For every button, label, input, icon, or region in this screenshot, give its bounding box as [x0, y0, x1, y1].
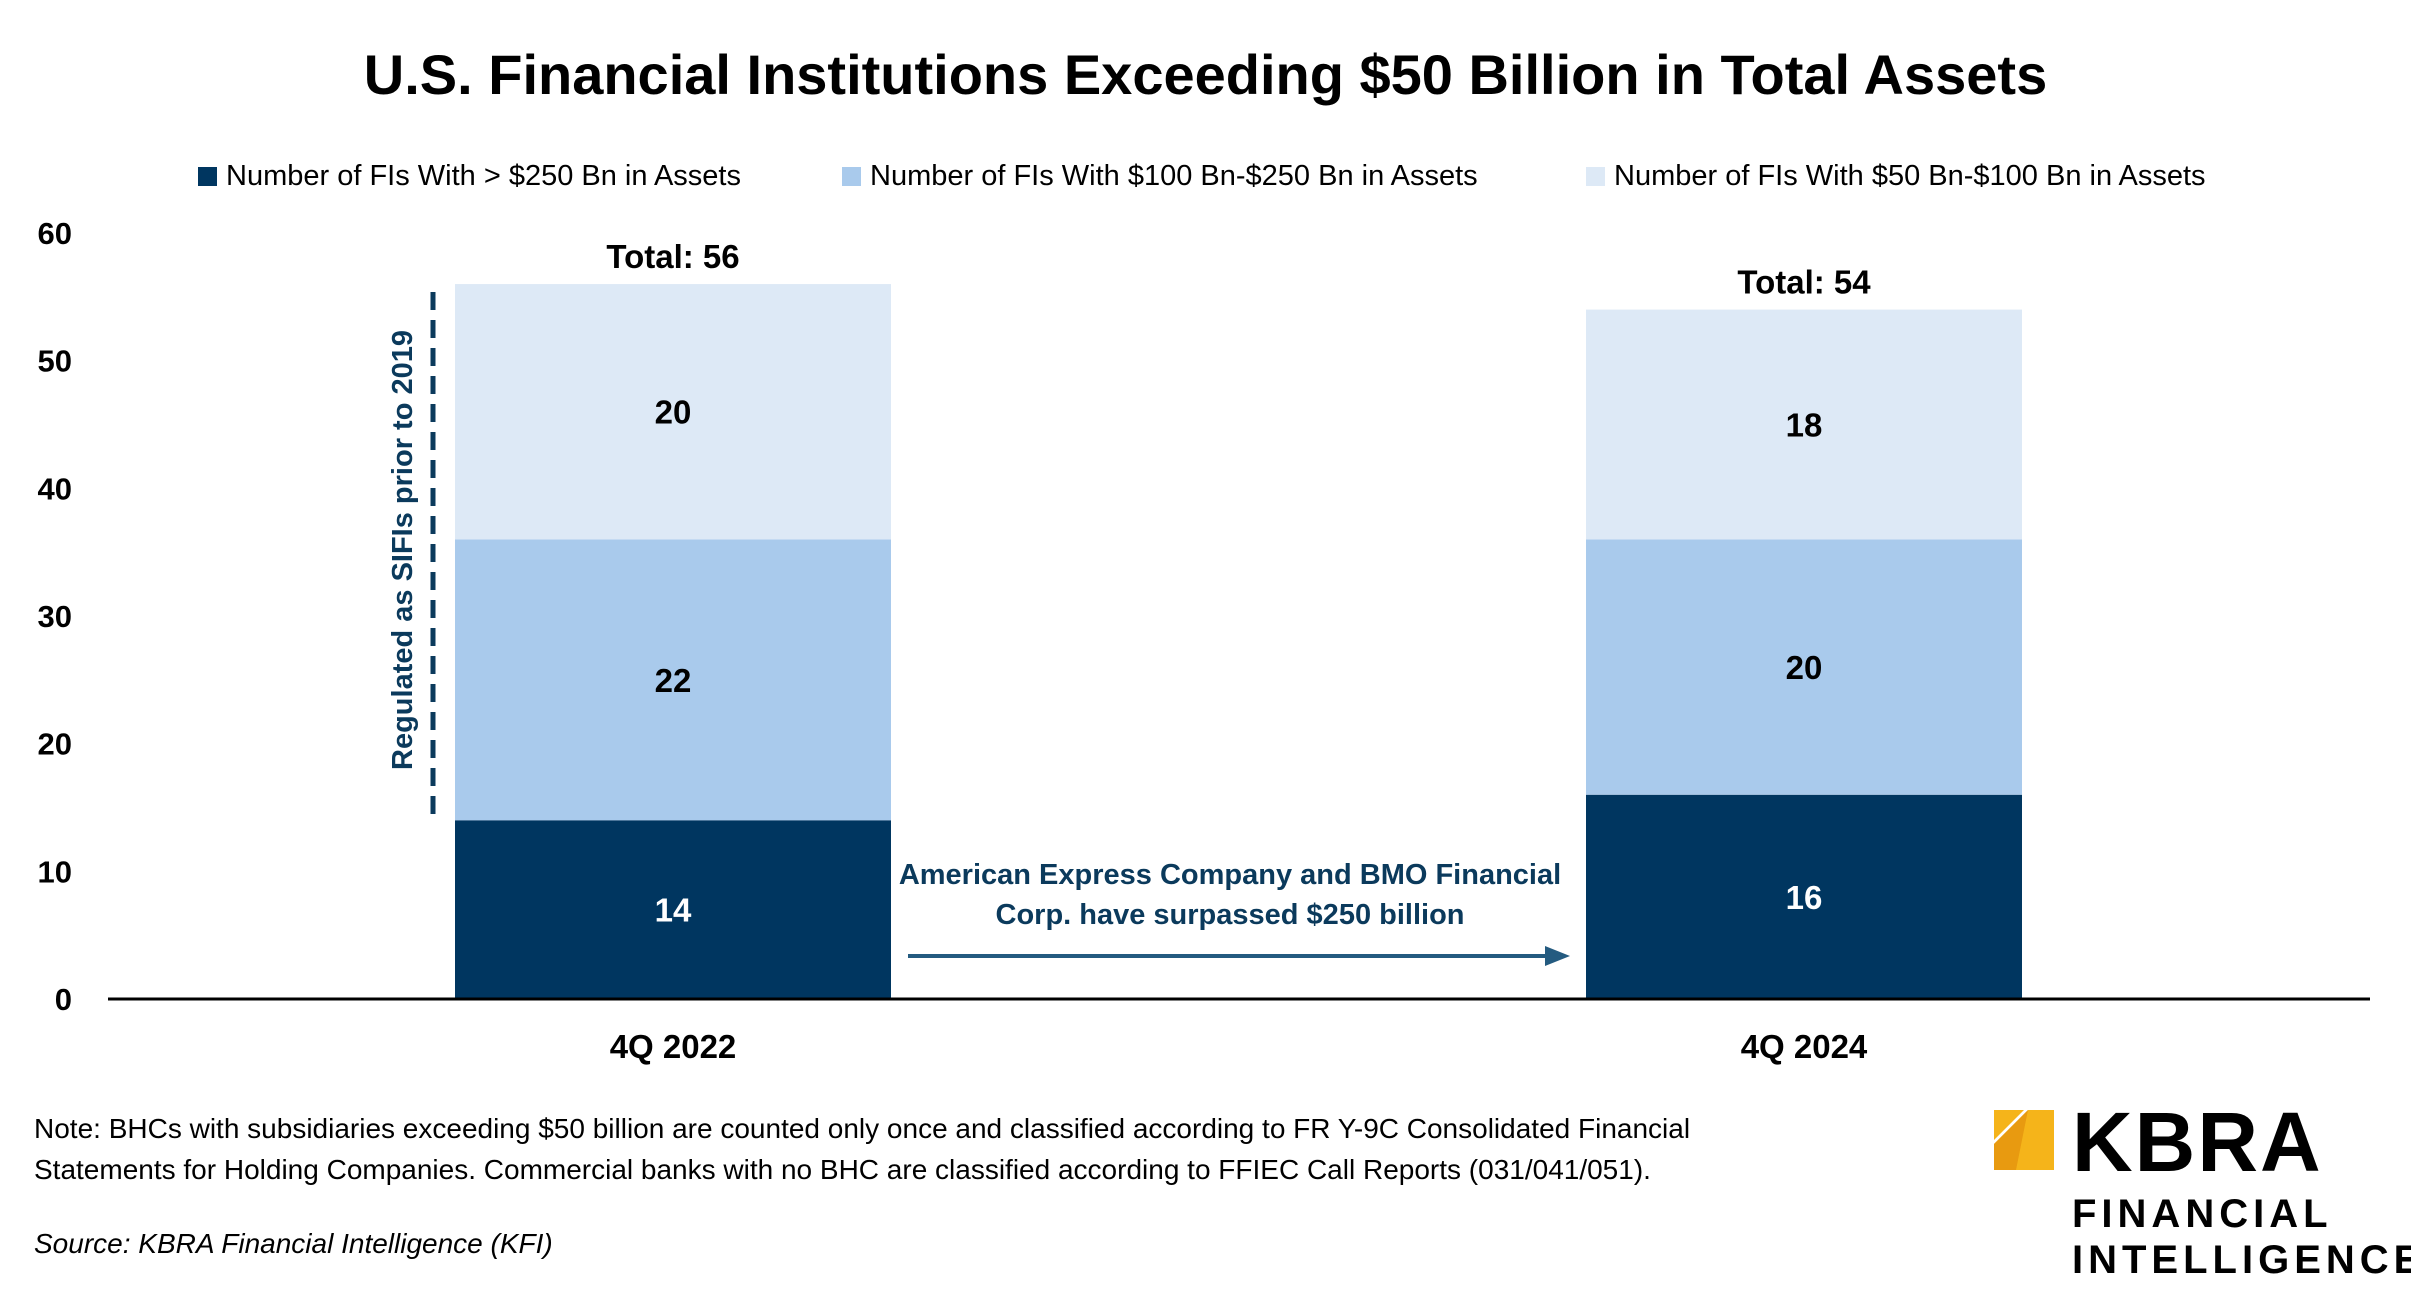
- y-tick-label-60: 60: [38, 216, 72, 251]
- category-label-1: 4Q 2024: [1741, 1028, 1868, 1065]
- data-label-1-2: 18: [1786, 407, 1823, 444]
- bar-segment-1-0: [1586, 794, 2022, 999]
- y-tick-label-0: 0: [55, 982, 72, 1017]
- data-label-0-1: 22: [655, 662, 692, 699]
- legend-item-100-250: Number of FIs With $100 Bn-$250 Bn in As…: [842, 160, 1478, 193]
- chart-title: U.S. Financial Institutions Exceeding $5…: [363, 43, 2048, 106]
- legend-label-50-100: Number of FIs With $50 Bn-$100 Bn in Ass…: [1614, 160, 2206, 192]
- data-label-1-1: 20: [1786, 649, 1823, 686]
- y-tick-label-10: 10: [38, 854, 72, 889]
- bar-segment-1-2: [1586, 309, 2022, 540]
- legend-swatch-over-250: [198, 167, 217, 186]
- bar-segment-1-1: [1586, 539, 2022, 795]
- chart-legend: Number of FIs With > $250 Bn in Assets N…: [0, 160, 2411, 200]
- data-label-1-0: 16: [1786, 879, 1823, 916]
- legend-item-50-100: Number of FIs With $50 Bn-$100 Bn in Ass…: [1586, 160, 2206, 193]
- sifi-bracket-label: Regulated as SIFIs prior to 2019: [387, 330, 419, 770]
- data-label-0-2: 20: [655, 394, 692, 431]
- y-tick-label-30: 30: [38, 599, 72, 634]
- footnote: Note: BHCs with subsidiaries exceeding $…: [34, 1113, 1691, 1185]
- legend-label-over-250: Number of FIs With > $250 Bn in Assets: [226, 160, 741, 192]
- y-tick-label-40: 40: [38, 471, 72, 506]
- data-label-0-0: 14: [655, 892, 692, 929]
- logo-line-intelligence: INTELLIGENCE: [2072, 1238, 2411, 1282]
- y-tick-label-20: 20: [38, 727, 72, 762]
- logo-line-financial: FINANCIAL: [2072, 1192, 2333, 1236]
- category-label-0: 4Q 2022: [610, 1028, 737, 1065]
- source-note: Source: KBRA Financial Intelligence (KFI…: [34, 1228, 553, 1259]
- arrow-annotation-text: American Express Company and BMO Financi…: [898, 859, 1562, 931]
- bar-segment-0-0: [455, 820, 891, 999]
- legend-swatch-100-250: [842, 167, 861, 186]
- legend-label-100-250: Number of FIs With $100 Bn-$250 Bn in As…: [870, 160, 1478, 192]
- total-label-1: Total: 54: [1737, 264, 1871, 301]
- y-tick-label-50: 50: [38, 344, 72, 379]
- legend-item-over-250: Number of FIs With > $250 Bn in Assets: [198, 160, 741, 193]
- logo-wordmark: KBRA: [2072, 1095, 2323, 1189]
- total-label-0: Total: 56: [606, 238, 739, 275]
- legend-swatch-50-100: [1586, 167, 1605, 186]
- bar-segment-0-1: [455, 539, 891, 821]
- bar-segment-0-2: [455, 284, 891, 540]
- arrow-head: [1545, 946, 1570, 966]
- kbra-logo: KBRA FINANCIAL INTELLIGENCE: [1990, 1095, 2411, 1290]
- kbra-logo-mark: [1994, 1110, 2054, 1170]
